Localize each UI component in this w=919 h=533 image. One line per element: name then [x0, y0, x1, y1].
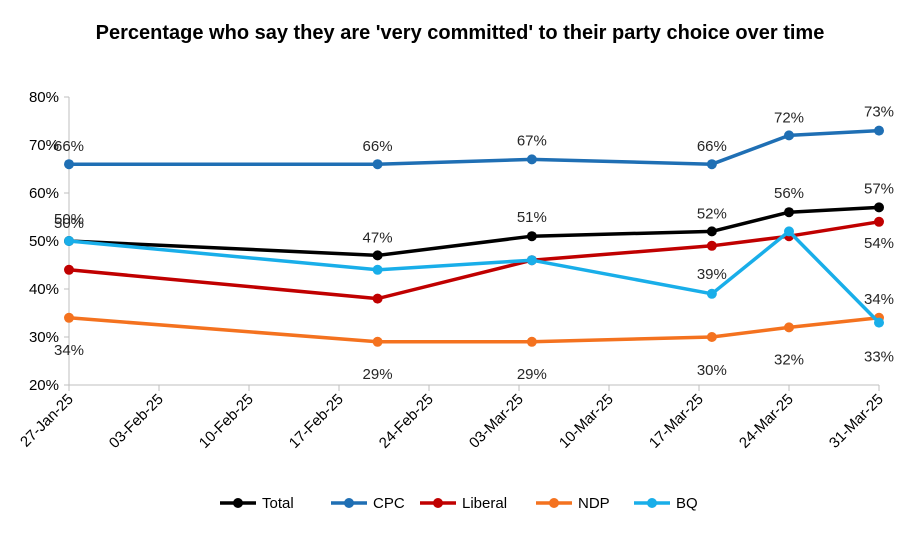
x-tick-label: 24-Feb-25: [376, 391, 437, 452]
series-layer: [64, 125, 884, 347]
data-point-cpc: [874, 125, 884, 136]
y-tick-label: 50%: [29, 233, 59, 250]
legend: Total CPC Liberal NDP BQ: [220, 495, 698, 512]
data-label-total: 51%: [517, 209, 547, 226]
data-point-bq: [706, 288, 717, 299]
data-point-bq: [372, 264, 383, 275]
series-line-total: [68, 205, 880, 258]
y-tick-label: 80%: [29, 89, 59, 106]
data-label-ndp: 30%: [697, 362, 727, 379]
data-point-cpc: [706, 159, 717, 170]
data-label-cpc: 66%: [697, 138, 727, 155]
data-label-ndp: 32%: [774, 351, 804, 368]
x-tick-label: 17-Feb-25: [286, 391, 347, 452]
series-line-ndp: [68, 316, 880, 344]
data-point-cpc: [372, 159, 383, 170]
data-label-cpc: 72%: [774, 109, 804, 126]
data-label-cpc: 67%: [517, 132, 547, 149]
data-point-bq: [784, 226, 794, 237]
x-tick-label: 24-Mar-25: [736, 391, 797, 452]
data-label-total: 56%: [774, 185, 804, 202]
data-labels: 50% 47% 51% 52% 56% 57% 66% 66% 67% 66% 72% 73% 54% 3…: [54, 104, 894, 383]
series-line-liberal: [68, 220, 880, 301]
legend-marker-cpc: [344, 498, 354, 508]
x-tick-label: 10-Feb-25: [196, 391, 257, 452]
y-tick-label: 30%: [29, 329, 59, 346]
data-point-ndp: [64, 312, 74, 323]
data-label-cpc: 66%: [54, 138, 84, 155]
legend-label-ndp: NDP: [578, 495, 610, 512]
legend-marker-ndp: [549, 498, 559, 508]
legend-marker-bq: [647, 498, 657, 508]
y-tick-label: 20%: [29, 377, 59, 394]
x-tick-label: 10-Mar-25: [556, 391, 617, 452]
legend-marker-total: [233, 498, 243, 508]
data-point-cpc: [64, 159, 74, 170]
data-point-bq: [874, 317, 884, 328]
x-tick-label: 27-Jan-25: [17, 391, 77, 451]
series-line-cpc: [69, 128, 880, 166]
data-point-total: [874, 202, 884, 213]
y-tick-label: 60%: [29, 185, 59, 202]
data-label-total: 47%: [363, 229, 393, 246]
data-label-ndp: 34%: [864, 291, 894, 308]
data-point-cpc: [784, 130, 794, 141]
data-point-total: [526, 231, 537, 242]
legend-marker-liberal: [433, 498, 443, 508]
y-tick-label: 70%: [29, 137, 59, 154]
data-label-ndp: 29%: [363, 366, 393, 383]
data-point-ndp: [372, 336, 383, 347]
axes: 20% 30% 40% 50% 60% 70% 80% 27-Jan-25 03-Feb-25 1…: [17, 89, 887, 452]
x-tick-label: 31-Mar-25: [826, 391, 887, 452]
data-point-liberal: [874, 216, 884, 227]
legend-label-liberal: Liberal: [462, 495, 507, 512]
data-label-total: 57%: [864, 180, 894, 197]
data-point-liberal: [372, 293, 383, 304]
data-label-ndp: 29%: [517, 366, 547, 383]
data-point-bq: [64, 236, 74, 246]
data-point-total: [706, 226, 717, 237]
series-line-bq: [68, 229, 881, 324]
x-tick-label: 03-Feb-25: [106, 391, 167, 452]
data-point-ndp: [706, 332, 717, 342]
data-point-ndp: [784, 322, 794, 333]
data-label-cpc: 73%: [864, 104, 894, 121]
data-point-liberal: [706, 240, 717, 251]
data-label-total: 50%: [54, 215, 84, 232]
data-point-cpc: [526, 154, 537, 165]
legend-label-bq: BQ: [676, 495, 698, 512]
data-point-total: [372, 250, 383, 261]
data-point-bq: [526, 255, 537, 266]
legend-label-cpc: CPC: [373, 495, 405, 512]
data-point-total: [784, 207, 794, 218]
data-label-bq: 33%: [864, 349, 894, 366]
data-point-liberal: [64, 264, 74, 275]
legend-label-total: Total: [262, 495, 294, 512]
data-label-bq: 39%: [697, 266, 727, 283]
chart-title: Percentage who say they are 'very commit…: [95, 22, 825, 44]
x-tick-label: 03-Mar-25: [466, 391, 527, 452]
data-label-ndp: 34%: [54, 342, 84, 359]
data-label-cpc: 66%: [363, 138, 393, 155]
y-tick-label: 40%: [29, 281, 59, 298]
data-label-liberal: 54%: [864, 235, 894, 252]
data-label-total: 52%: [697, 205, 727, 222]
x-tick-label: 17-Mar-25: [646, 391, 707, 452]
data-point-ndp: [526, 336, 537, 347]
data-label-bq: 50%: [54, 211, 84, 228]
